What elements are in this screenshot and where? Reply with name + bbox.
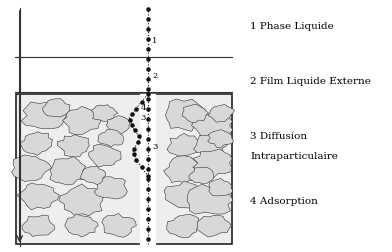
Point <box>145 68 151 72</box>
Point <box>145 217 151 222</box>
Polygon shape <box>89 145 121 168</box>
Point <box>145 227 151 231</box>
Polygon shape <box>208 105 234 123</box>
Point <box>145 28 151 32</box>
Point <box>145 207 151 211</box>
Point <box>139 100 145 104</box>
Polygon shape <box>62 107 101 135</box>
Polygon shape <box>57 135 89 158</box>
Polygon shape <box>80 167 105 185</box>
Polygon shape <box>187 185 233 214</box>
Point <box>131 147 137 151</box>
Point <box>145 8 151 12</box>
Text: 1 Phase Liquide: 1 Phase Liquide <box>250 22 334 31</box>
Polygon shape <box>197 215 231 237</box>
Polygon shape <box>209 179 233 196</box>
Polygon shape <box>167 134 201 156</box>
Point <box>145 174 151 178</box>
Polygon shape <box>167 214 200 238</box>
Text: 3: 3 <box>140 113 146 121</box>
Text: 4 Adsorption: 4 Adsorption <box>250 196 318 205</box>
Point <box>145 128 151 132</box>
Text: 3 Diffusíon: 3 Diffusíon <box>250 132 307 140</box>
Polygon shape <box>94 177 127 199</box>
Text: 2: 2 <box>152 72 157 80</box>
Polygon shape <box>20 132 53 156</box>
Text: 2 Film Liquide Externe: 2 Film Liquide Externe <box>250 77 371 86</box>
Polygon shape <box>164 181 205 208</box>
Text: Intraparticulaire: Intraparticulaire <box>250 151 338 160</box>
Text: 1: 1 <box>152 37 157 45</box>
Point <box>145 108 151 112</box>
Point <box>145 168 151 172</box>
Polygon shape <box>106 116 130 135</box>
Point <box>145 237 151 241</box>
Polygon shape <box>65 214 98 237</box>
Point <box>129 113 135 117</box>
Polygon shape <box>194 135 227 157</box>
Polygon shape <box>102 213 136 237</box>
Point <box>145 158 151 162</box>
Point <box>145 187 151 192</box>
Polygon shape <box>208 130 234 148</box>
Text: 4: 4 <box>140 103 146 111</box>
Point <box>145 88 151 92</box>
Point <box>145 138 151 142</box>
Point <box>132 129 138 133</box>
Point <box>145 118 151 122</box>
Point <box>145 178 151 182</box>
Point <box>129 123 135 128</box>
Point <box>145 78 151 82</box>
Polygon shape <box>22 215 54 237</box>
Point <box>145 38 151 42</box>
Point <box>145 148 151 152</box>
Polygon shape <box>50 157 86 185</box>
Point <box>145 198 151 202</box>
Polygon shape <box>189 167 214 184</box>
Polygon shape <box>193 149 232 178</box>
Text: 3: 3 <box>152 142 157 150</box>
Point <box>135 140 141 144</box>
Point <box>133 107 139 111</box>
Polygon shape <box>192 112 233 141</box>
FancyBboxPatch shape <box>16 95 232 244</box>
Point <box>131 153 138 157</box>
Polygon shape <box>12 155 52 182</box>
Polygon shape <box>92 105 118 122</box>
Point <box>136 134 142 138</box>
Point <box>133 158 140 162</box>
Point <box>145 48 151 52</box>
Polygon shape <box>42 99 70 117</box>
Polygon shape <box>165 100 206 132</box>
Polygon shape <box>98 130 123 147</box>
Point <box>127 118 133 122</box>
Polygon shape <box>59 184 103 216</box>
Point <box>145 58 151 62</box>
Polygon shape <box>164 156 205 183</box>
Point <box>139 166 145 170</box>
Point <box>145 98 151 102</box>
Point <box>145 93 151 97</box>
Polygon shape <box>21 103 69 129</box>
Polygon shape <box>16 183 60 210</box>
Point <box>145 18 151 22</box>
Polygon shape <box>182 105 209 123</box>
